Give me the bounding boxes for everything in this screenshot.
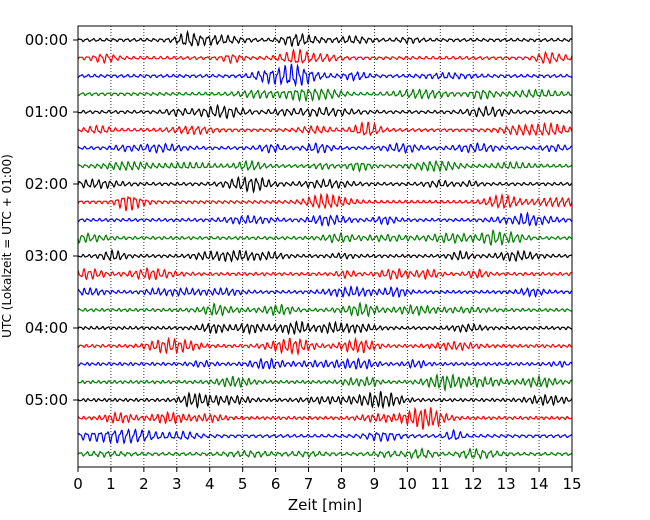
- trace-0300: [77, 248, 573, 263]
- trace-0415: [77, 336, 573, 357]
- y-tick-label: 03:00: [25, 247, 68, 265]
- trace-0015: [77, 48, 573, 65]
- trace-0345: [77, 301, 573, 318]
- trace-0400: [77, 320, 573, 336]
- x-tick-label: 13: [497, 475, 516, 493]
- x-tick-label: 11: [431, 475, 450, 493]
- y-tick-label: 00:00: [25, 31, 68, 49]
- trace-0330: [77, 285, 573, 299]
- trace-0230: [77, 211, 573, 227]
- trace-0215: [77, 192, 573, 212]
- trace-0045: [77, 88, 573, 103]
- y-axis-label: UTC (Lokalzeit = UTC + 01:00): [0, 154, 14, 338]
- x-tick-label: 0: [73, 475, 83, 493]
- x-tick-label: 12: [464, 475, 483, 493]
- y-tick-label: 04:00: [25, 319, 68, 337]
- x-tick-label: 3: [172, 475, 182, 493]
- x-tick-label: 15: [562, 475, 581, 493]
- y-axis-ticks: 00:00 01:00 02:00 03:00 04:00 05:00: [25, 31, 78, 409]
- trace-0500: [77, 390, 573, 410]
- trace-0100: [77, 103, 573, 120]
- y-tick-label: 01:00: [25, 103, 68, 121]
- x-tick-label: 7: [304, 475, 314, 493]
- trace-0245: [77, 229, 573, 247]
- trace-0115: [77, 121, 573, 137]
- seismic-traces: [77, 29, 573, 460]
- x-tick-label: 5: [238, 475, 248, 493]
- x-tick-label: 14: [530, 475, 549, 493]
- x-tick-label: 6: [271, 475, 281, 493]
- plot-frame: [77, 25, 573, 468]
- trace-0515: [77, 406, 573, 430]
- trace-0000: [77, 29, 573, 48]
- x-tick-label: 4: [205, 475, 215, 493]
- trace-0130: [77, 142, 573, 155]
- x-tick-label: 8: [337, 475, 347, 493]
- x-tick-label: 10: [398, 475, 417, 493]
- x-axis-label: Zeit [min]: [288, 496, 362, 514]
- trace-0545: [77, 447, 573, 460]
- y-tick-label: 05:00: [25, 391, 68, 409]
- trace-0200: [77, 176, 573, 194]
- x-tick-label: 9: [370, 475, 380, 493]
- x-tick-label: 1: [106, 475, 116, 493]
- trace-0315: [77, 266, 573, 281]
- trace-0530: [77, 428, 572, 445]
- x-axis-ticks: 0 1 2 3 4 5 6 7 8 9 10 11 12 13 14 15: [73, 467, 582, 493]
- trace-0445: [77, 373, 573, 392]
- x-tick-label: 2: [139, 475, 149, 493]
- trace-0430: [77, 357, 573, 370]
- trace-0030: [77, 63, 573, 88]
- trace-0145: [77, 159, 573, 173]
- y-tick-label: 02:00: [25, 175, 68, 193]
- grid-lines: [77, 26, 573, 467]
